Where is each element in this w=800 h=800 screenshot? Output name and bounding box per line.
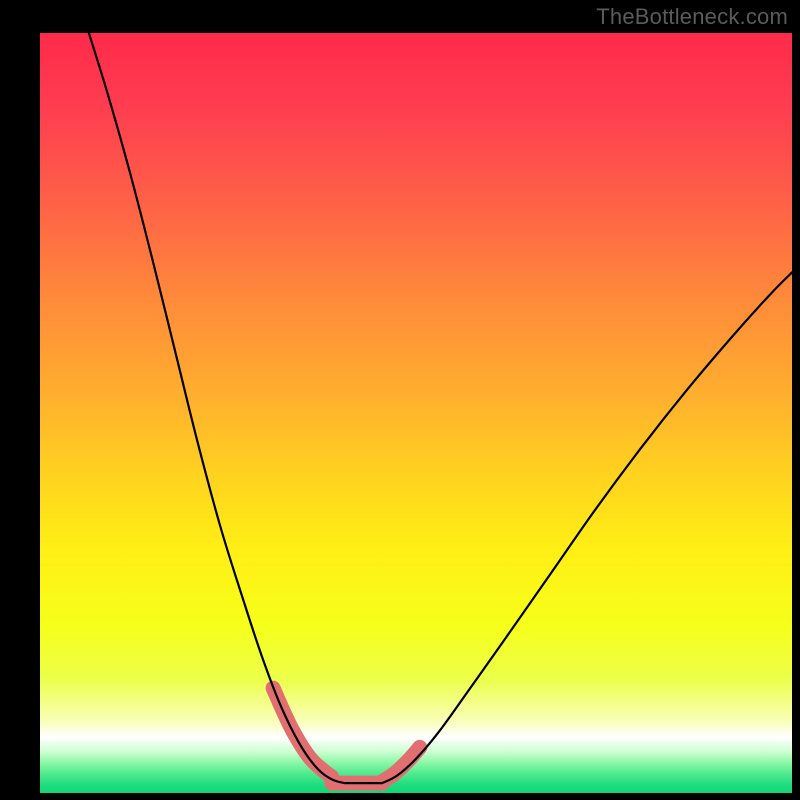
bottleneck-plot <box>40 33 792 793</box>
watermark-text: TheBottleneck.com <box>596 4 788 30</box>
highlight-right-segment <box>382 747 420 781</box>
highlight-left-segment <box>273 688 332 777</box>
bottleneck-curve <box>89 33 792 783</box>
curve-layer <box>40 33 792 793</box>
